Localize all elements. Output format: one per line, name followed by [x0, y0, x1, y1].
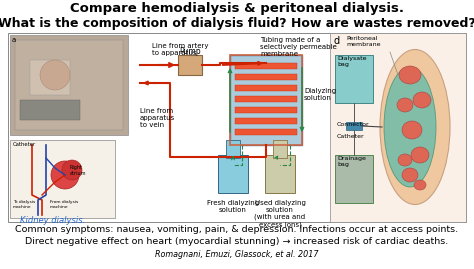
- Bar: [15, 40, 123, 130]
- Bar: [235, 85, 297, 91]
- Bar: [230, 55, 302, 145]
- Text: Tubing made of a
selectively permeable
membrane: Tubing made of a selectively permeable m…: [260, 37, 337, 57]
- Circle shape: [40, 60, 70, 90]
- Text: Peritoneal
membrane: Peritoneal membrane: [346, 36, 381, 47]
- Ellipse shape: [397, 98, 413, 112]
- Bar: [273, 140, 287, 158]
- Bar: [8, 33, 466, 222]
- Bar: [230, 55, 302, 145]
- Bar: [346, 122, 362, 130]
- Ellipse shape: [402, 168, 418, 182]
- Text: Connector: Connector: [337, 122, 370, 127]
- Circle shape: [51, 161, 79, 189]
- Bar: [265, 155, 295, 193]
- Bar: [235, 129, 297, 135]
- Bar: [235, 63, 297, 69]
- Bar: [20, 100, 80, 120]
- Bar: [30, 60, 70, 95]
- Text: a: a: [12, 37, 16, 43]
- Text: Right
atrium: Right atrium: [70, 165, 86, 176]
- Text: Used dialyzing
solution
(with urea and
excess ions): Used dialyzing solution (with urea and e…: [255, 200, 306, 228]
- Text: Kidney dialysis.: Kidney dialysis.: [20, 216, 85, 225]
- Bar: [235, 118, 297, 124]
- Bar: [335, 155, 373, 203]
- Text: Pump: Pump: [179, 47, 201, 56]
- Text: Catheter: Catheter: [13, 142, 36, 147]
- Text: What is the composition of dialysis fluid? How are wastes removed?: What is the composition of dialysis flui…: [0, 17, 474, 30]
- Text: d: d: [334, 36, 340, 46]
- Text: Romagnani, Emuzi, Glassock, et al. 2017: Romagnani, Emuzi, Glassock, et al. 2017: [155, 250, 319, 259]
- Text: To dialysis
machine: To dialysis machine: [13, 200, 35, 208]
- Bar: [10, 140, 115, 218]
- Circle shape: [62, 160, 82, 180]
- Text: Catheter: Catheter: [337, 134, 365, 139]
- Bar: [235, 96, 297, 102]
- Ellipse shape: [402, 121, 422, 139]
- Bar: [330, 33, 466, 222]
- Ellipse shape: [384, 67, 436, 187]
- Ellipse shape: [380, 49, 450, 204]
- Bar: [178, 55, 202, 75]
- Text: Common symptoms: nausea, vomiting, pain, & depression. Infections occur at acces: Common symptoms: nausea, vomiting, pain,…: [16, 225, 458, 234]
- Text: Dialyzing
solution: Dialyzing solution: [304, 89, 336, 101]
- Text: Dialysate
bag: Dialysate bag: [337, 56, 366, 67]
- Ellipse shape: [411, 147, 429, 163]
- Text: Line from
apparatus
to vein: Line from apparatus to vein: [140, 108, 175, 128]
- Bar: [218, 155, 248, 193]
- Text: Line from artery
to apparatus: Line from artery to apparatus: [152, 43, 209, 56]
- Bar: [235, 107, 297, 113]
- Text: Compare hemodialysis & peritoneal dialysis.: Compare hemodialysis & peritoneal dialys…: [70, 2, 404, 15]
- Ellipse shape: [399, 66, 421, 84]
- Ellipse shape: [414, 180, 426, 190]
- Ellipse shape: [398, 154, 412, 166]
- Ellipse shape: [413, 92, 431, 108]
- Bar: [235, 74, 297, 80]
- Text: Fresh dialyzing
solution: Fresh dialyzing solution: [207, 200, 259, 213]
- Text: Direct negative effect on heart (myocardial stunning) → increased risk of cardia: Direct negative effect on heart (myocard…: [26, 237, 448, 246]
- Bar: [10, 35, 128, 135]
- Text: Drainage
bag: Drainage bag: [337, 156, 366, 167]
- Bar: [335, 55, 373, 103]
- Bar: [226, 140, 240, 158]
- Text: From dialysis
machine: From dialysis machine: [50, 200, 78, 208]
